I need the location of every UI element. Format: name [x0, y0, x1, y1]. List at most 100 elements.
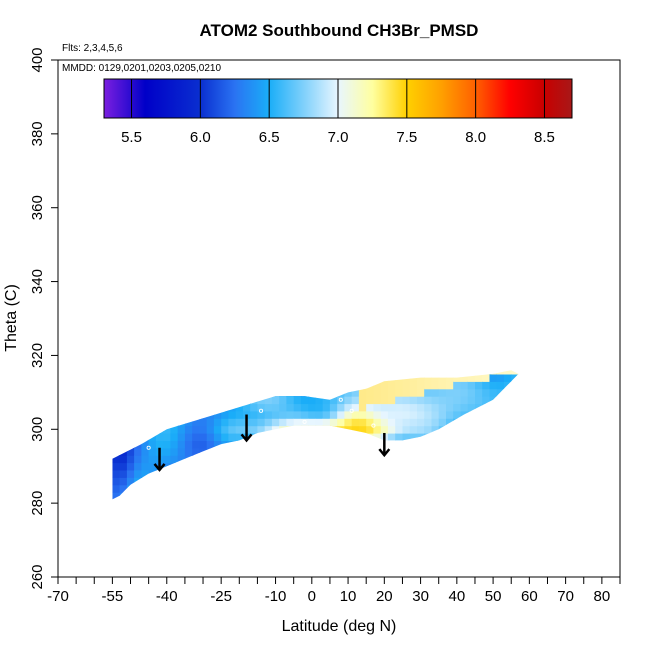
heatmap-cell	[490, 352, 498, 360]
heatmap-cell	[264, 425, 273, 434]
heatmap-cell	[380, 403, 389, 412]
heatmap-cell	[264, 370, 273, 375]
heatmap-cell	[329, 396, 338, 405]
heatmap-cell	[366, 462, 375, 471]
heatmap-cell	[329, 425, 338, 434]
heatmap-cell	[177, 484, 186, 493]
heatmap-cell	[395, 403, 404, 412]
colorbar-tick-label: 7.5	[396, 129, 417, 146]
heatmap-cell	[402, 410, 411, 419]
y-tick-label: 260	[29, 564, 46, 589]
heatmap-cell	[177, 403, 186, 412]
heatmap-cell	[155, 425, 164, 434]
heatmap-cell	[236, 300, 244, 308]
heatmap-cell	[308, 455, 317, 464]
heatmap-cell	[294, 263, 302, 271]
heatmap-cell	[178, 322, 186, 330]
heatmap-cell	[439, 219, 447, 227]
heatmap-cell	[250, 248, 258, 256]
heatmap-cell	[207, 182, 215, 190]
heatmap-cell	[264, 492, 273, 500]
heatmap-cell	[185, 248, 193, 256]
heatmap-cell	[213, 410, 222, 419]
heatmap-cell	[475, 256, 483, 264]
heatmap-cell	[228, 484, 237, 493]
heatmap-cell	[330, 352, 338, 360]
heatmap-cell	[170, 285, 178, 293]
heatmap-cell	[395, 300, 403, 308]
heatmap-cell	[446, 425, 454, 434]
heatmap-cell	[504, 285, 512, 293]
heatmap-cell	[184, 381, 193, 390]
heatmap-cell	[424, 315, 432, 323]
heatmap-cell	[497, 182, 505, 190]
heatmap-cell	[170, 234, 178, 242]
heatmap-cell	[235, 440, 244, 449]
heatmap-cell	[293, 469, 302, 478]
heatmap-cell	[308, 381, 317, 390]
heatmap-cell	[163, 330, 171, 338]
heatmap-cell	[482, 477, 491, 486]
heatmap-cell	[236, 189, 244, 197]
heatmap-cell	[337, 241, 345, 249]
heatmap-cell	[119, 388, 128, 397]
heatmap-cell	[497, 204, 505, 212]
heatmap-cell	[112, 219, 120, 227]
heatmap-cell	[243, 271, 251, 279]
heatmap-cell	[373, 234, 381, 242]
heatmap-cell	[439, 248, 447, 256]
heatmap-cell	[438, 410, 447, 419]
heatmap-cell	[395, 315, 403, 323]
heatmap-cell	[387, 403, 396, 412]
x-tick-label: -40	[156, 588, 178, 605]
heatmap-cell	[149, 271, 157, 279]
heatmap-cell	[351, 433, 360, 441]
heatmap-cell	[432, 307, 440, 315]
heatmap-cell	[112, 440, 121, 449]
heatmap-cell	[409, 381, 418, 390]
heatmap-cell	[257, 219, 265, 227]
heatmap-cell	[257, 455, 266, 464]
heatmap-cell	[206, 425, 215, 434]
heatmap-cell	[221, 359, 229, 367]
heatmap-cell	[178, 300, 186, 308]
heatmap-cell	[358, 425, 367, 434]
heatmap-cell	[490, 248, 498, 256]
heatmap-cell	[206, 447, 215, 456]
heatmap-cell	[294, 344, 302, 352]
heatmap-cell	[330, 330, 338, 338]
heatmap-cell	[271, 403, 280, 412]
heatmap-cell	[359, 197, 367, 205]
heatmap-cell	[351, 484, 360, 493]
heatmap-cell	[482, 373, 491, 382]
heatmap-cell	[417, 248, 425, 256]
heatmap-cell	[352, 278, 360, 286]
heatmap-cell	[446, 352, 454, 360]
heatmap-cell	[359, 300, 367, 308]
heatmap-cell	[141, 403, 150, 412]
heatmap-cell	[207, 337, 215, 345]
heatmap-cell	[352, 315, 360, 323]
heatmap-cell	[257, 373, 266, 382]
heatmap-cell	[387, 370, 396, 375]
heatmap-cell	[373, 204, 381, 212]
heatmap-cell	[344, 300, 352, 308]
heatmap-cell	[207, 197, 215, 205]
heatmap-cell	[192, 271, 200, 279]
heatmap-cell	[141, 189, 149, 197]
heatmap-cell	[417, 241, 425, 249]
heatmap-cell	[300, 381, 309, 390]
heatmap-cell	[475, 204, 483, 212]
heatmap-cell	[511, 337, 519, 345]
heatmap-cell	[424, 477, 433, 486]
heatmap-cell	[170, 359, 178, 367]
heatmap-cell	[475, 315, 483, 323]
heatmap-cell	[453, 226, 461, 234]
heatmap-cell	[300, 418, 309, 427]
heatmap-cell	[403, 278, 411, 286]
heatmap-cell	[511, 330, 519, 338]
heatmap-cell	[206, 484, 215, 493]
heatmap-cell	[279, 337, 287, 345]
heatmap-cell	[344, 440, 353, 449]
heatmap-cell	[127, 226, 135, 234]
